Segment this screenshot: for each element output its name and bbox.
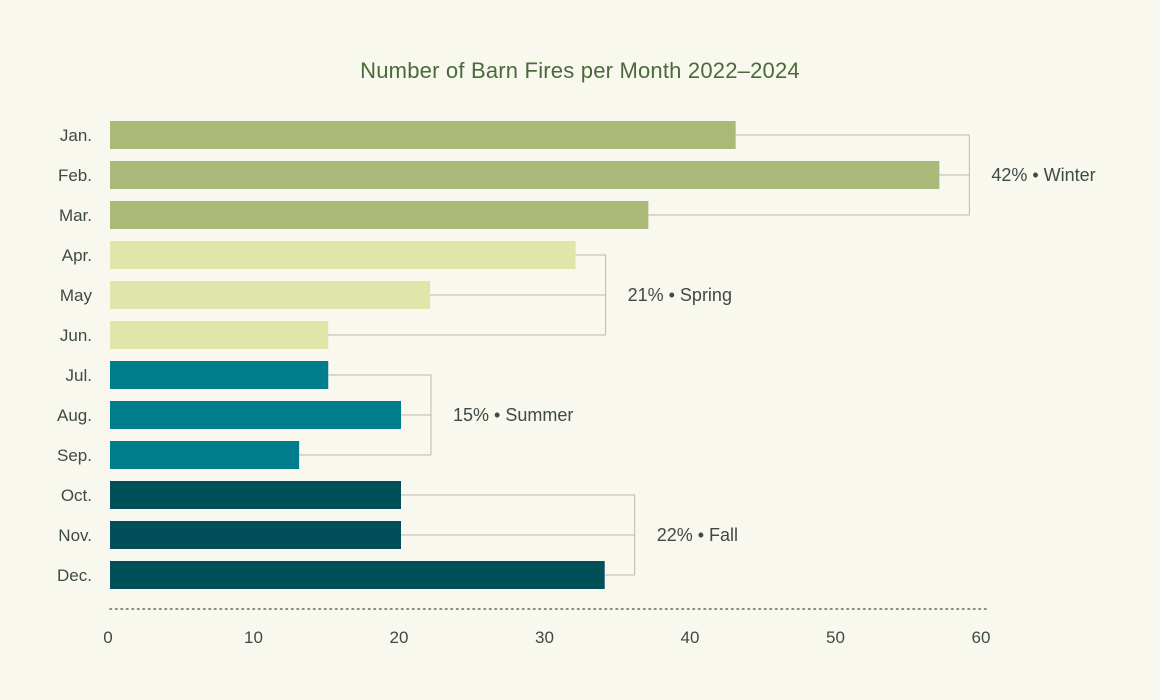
x-tick-label: 60 [972,628,991,647]
category-label: Jan. [60,126,92,145]
bar-feb [110,161,940,189]
bar-aug [110,401,401,429]
x-tick-label: 10 [244,628,263,647]
bar-oct [110,481,401,509]
group-label: 42% • Winter [991,165,1095,185]
bar-jun [110,321,329,349]
group-label: 21% • Spring [628,285,732,305]
group-bracket [328,254,607,336]
category-label: Apr. [62,246,92,265]
category-label: Mar. [59,206,92,225]
category-label: Sep. [57,446,92,465]
bar-sep [110,441,300,469]
bar-may [110,281,431,309]
bar-jul [110,361,329,389]
group-bracket [648,134,970,216]
x-tick-label: 20 [390,628,409,647]
bar-dec [110,561,605,589]
category-label: Feb. [58,166,92,185]
category-label: Jul. [66,366,92,385]
x-tick-label: 30 [535,628,554,647]
bar-mar [110,201,649,229]
group-bracket [401,494,636,576]
x-tick-label: 50 [826,628,845,647]
bar-apr [110,241,576,269]
category-label: Jun. [60,326,92,345]
chart-title: Number of Barn Fires per Month 2022–2024 [360,58,800,83]
x-tick-label: 40 [681,628,700,647]
category-label: Aug. [57,406,92,425]
category-label: May [60,286,93,305]
group-bracket [299,374,432,456]
group-label: 15% • Summer [453,405,573,425]
bar-jan [110,121,736,149]
category-label: Dec. [57,566,92,585]
group-label: 22% • Fall [657,525,738,545]
category-label: Nov. [58,526,92,545]
category-label: Oct. [61,486,92,505]
x-tick-label: 0 [103,628,112,647]
bar-nov [110,521,401,549]
